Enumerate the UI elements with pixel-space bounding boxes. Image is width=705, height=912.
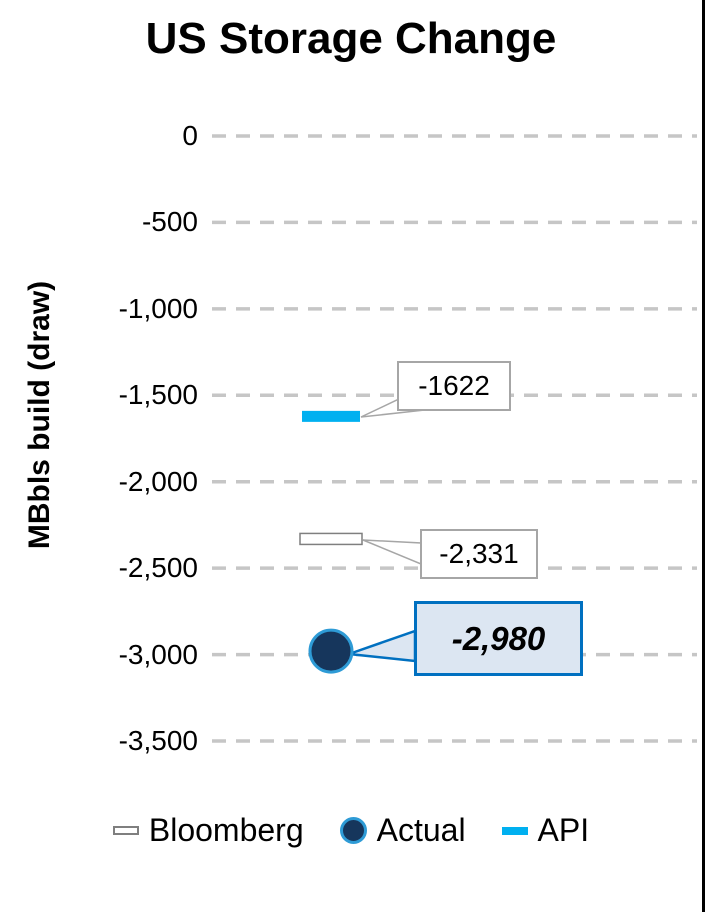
legend-label-actual: Actual <box>376 812 466 848</box>
legend-item-bloomberg: Bloomberg <box>112 812 304 849</box>
legend: Bloomberg Actual API <box>0 812 702 849</box>
leader-bloomberg <box>362 539 422 566</box>
data-label-bloomberg-value: -2,331 <box>439 538 519 569</box>
y-tick-label: -1,500 <box>118 379 198 411</box>
y-tick-label: -1,000 <box>118 292 198 324</box>
y-tick-label: -3,500 <box>118 725 198 756</box>
legend-label-bloomberg: Bloomberg <box>148 812 304 848</box>
data-label-api-value: -1622 <box>418 370 490 401</box>
chart-title: US Storage Change <box>145 14 557 63</box>
data-label-callout-actual: -2,980 <box>414 601 583 676</box>
data-label-actual-value: -2,980 <box>451 619 546 657</box>
y-tick-label: -3,000 <box>118 638 198 670</box>
legend-item-api: API <box>501 812 590 849</box>
api-marker-icon <box>501 826 528 835</box>
actual-marker <box>308 628 354 674</box>
bloomberg-marker-icon <box>112 826 139 835</box>
y-tick-label: -2,000 <box>118 465 198 497</box>
leader-actual <box>348 629 417 663</box>
data-label-callout-api: -1622 <box>397 361 511 411</box>
actual-marker-icon <box>339 817 367 844</box>
legend-label-api: API <box>537 812 590 848</box>
y-tick-label: 0 <box>182 120 198 151</box>
api-marker <box>302 410 360 422</box>
legend-item-actual: Actual <box>339 812 466 849</box>
y-tick-label: -2,500 <box>118 552 198 584</box>
bloomberg-marker <box>299 532 363 546</box>
y-tick-label: -500 <box>141 206 198 238</box>
data-label-callout-bloomberg: -2,331 <box>420 529 538 579</box>
